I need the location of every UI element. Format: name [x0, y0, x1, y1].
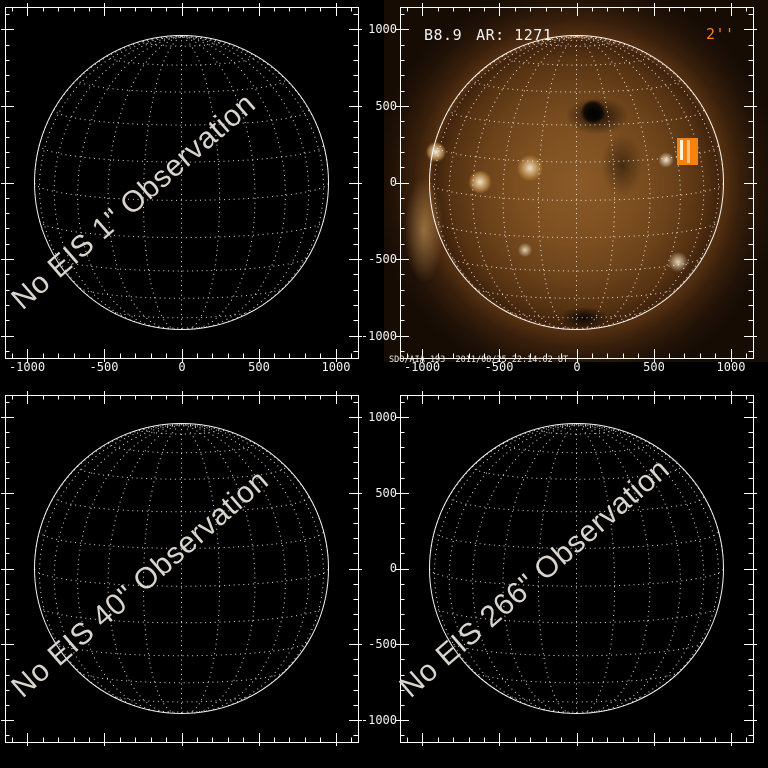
slit-width-label: 2'' — [706, 25, 735, 43]
y-tick-label: 500 — [375, 99, 397, 113]
x-tick-label: -1000 — [8, 360, 46, 374]
y-tick-label: -500 — [368, 252, 397, 266]
y-tick-label: -1000 — [360, 713, 397, 727]
x-tick-label: 500 — [248, 360, 270, 374]
flare-ar-label: B8.9 AR: 1271 — [424, 28, 552, 43]
active-region-label: AR: 1271 — [476, 26, 553, 44]
y-tick-label: 500 — [375, 486, 397, 500]
slit-stripe — [687, 140, 690, 163]
x-tick-label: -500 — [89, 360, 119, 374]
eis-slit-marker — [677, 138, 698, 165]
y-tick-label: 0 — [389, 175, 397, 189]
x-tick-label: 1000 — [716, 360, 746, 374]
slit-stripe — [680, 140, 683, 160]
x-tick-label: -1000 — [403, 360, 441, 374]
y-tick-label: 0 — [389, 561, 397, 575]
y-tick-label: -500 — [368, 637, 397, 651]
x-tick-label: 0 — [178, 360, 186, 374]
image-credit-line: SDO/AIA 193 2011/08/25 22:14:02 UT — [389, 355, 569, 365]
x-tick-label: 1000 — [321, 360, 351, 374]
x-tick-label: 500 — [643, 360, 665, 374]
x-tick-label: 0 — [573, 360, 581, 374]
y-tick-label: -1000 — [360, 329, 397, 343]
y-tick-label: 1000 — [368, 22, 397, 36]
x-tick-label: -500 — [484, 360, 514, 374]
y-tick-label: 1000 — [368, 410, 397, 424]
flare-class-label: B8.9 — [424, 26, 463, 44]
